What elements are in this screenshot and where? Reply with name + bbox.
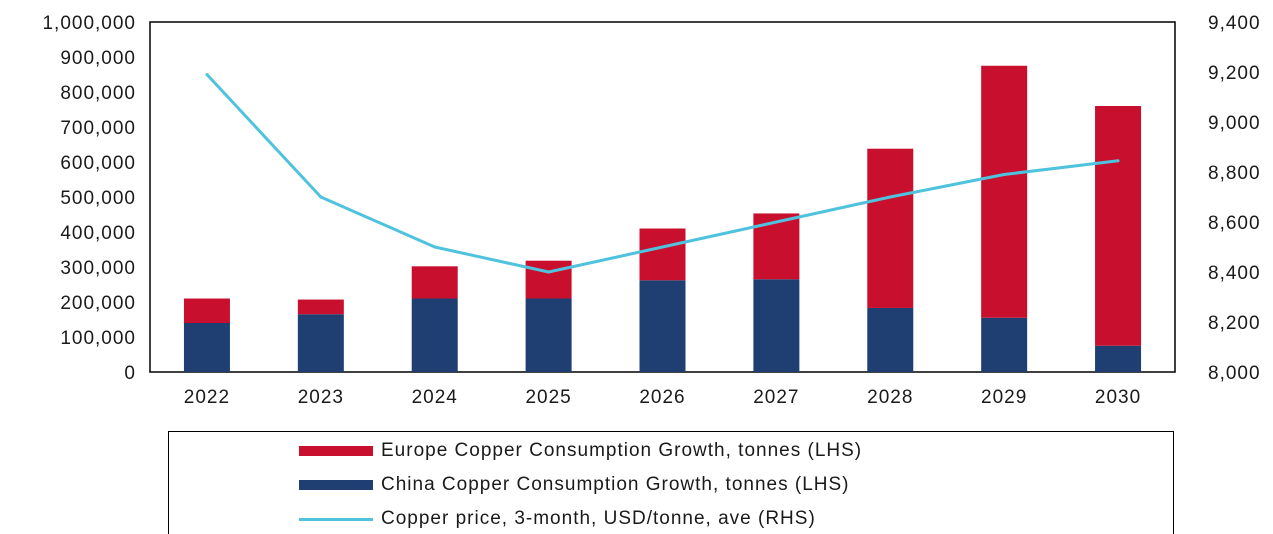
legend-swatch-china [299,480,373,490]
right-tick-label: 9,400 [1208,13,1261,34]
right-tick-label: 9,000 [1208,113,1261,134]
x-tick-label: 2028 [867,387,913,408]
point-copper-price-2028 [888,195,892,199]
point-copper-price-2025 [547,270,551,274]
right-axis: 8,000 8,200 8,400 8,600 8,800 9,000 9,200 9,400 [1208,13,1261,384]
legend-item-copper-price: Copper price, 3-month, USD/tonne, ave (R… [299,504,816,534]
point-copper-price-2027 [774,220,778,224]
left-tick-label: 200,000 [60,293,136,314]
left-tick-label: 300,000 [60,258,136,279]
bar-europe-2025 [525,260,572,299]
left-axis: 0 100,000 200,000 300,000 400,000 500,000 600,… [42,13,136,384]
legend-swatch-europe [299,446,373,456]
x-tick-label: 2026 [639,387,685,408]
x-tick-label: 2024 [412,387,458,408]
bar-europe-2029 [981,65,1028,318]
x-tick-label: 2022 [184,387,230,408]
right-tick-label: 8,800 [1208,163,1261,184]
bar-europe-2023 [297,299,344,315]
bar-china-2026 [639,280,686,372]
bar-europe-2026 [639,228,686,281]
x-axis: 2022 2023 2024 2025 2026 2027 2028 2029 2030 [184,387,1141,408]
x-tick-label: 2030 [1095,387,1141,408]
x-tick-label: 2023 [298,387,344,408]
left-tick-label: 800,000 [60,83,136,104]
right-tick-label: 8,600 [1208,213,1261,234]
bar-china-2028 [867,307,914,372]
bar-europe-2022 [183,298,230,323]
x-tick-label: 2027 [753,387,799,408]
bar-group [183,65,1142,372]
bar-china-2027 [753,279,800,372]
bar-china-2022 [183,323,230,372]
left-tick-label: 1,000,000 [42,13,136,34]
point-copper-price-2022 [205,73,209,76]
right-tick-label: 8,400 [1208,263,1261,284]
point-copper-price-2030 [1116,159,1120,163]
combo-chart: 0 100,000 200,000 300,000 400,000 500,000 600,… [42,13,1261,408]
bar-china-2023 [297,314,344,372]
bar-china-2025 [525,298,572,372]
bar-europe-2028 [867,148,914,308]
right-tick-label: 8,200 [1208,313,1261,334]
bar-europe-2024 [411,266,458,299]
x-tick-label: 2025 [525,387,571,408]
legend-swatch-copper-price [299,517,373,521]
bar-china-2030 [1095,345,1142,372]
legend-item-europe: Europe Copper Consumption Growth, tonnes… [299,436,862,466]
right-tick-label: 8,000 [1208,363,1261,384]
left-tick-label: 900,000 [60,48,136,69]
line-group [205,73,1120,274]
legend-label-china: China Copper Consumption Growth, tonnes … [381,474,850,495]
left-tick-label: 0 [124,363,136,384]
legend-label-copper-price: Copper price, 3-month, USD/tonne, ave (R… [381,508,816,529]
x-tick-label: 2029 [981,387,1027,408]
point-copper-price-2029 [1002,173,1006,176]
left-tick-label: 700,000 [60,118,136,139]
left-tick-label: 600,000 [60,153,136,174]
legend-item-china: China Copper Consumption Growth, tonnes … [299,470,849,500]
right-tick-label: 9,200 [1208,63,1261,84]
point-copper-price-2023 [319,195,323,199]
point-copper-price-2024 [433,245,437,249]
point-copper-price-2026 [661,245,664,249]
legend-label-europe: Europe Copper Consumption Growth, tonnes… [381,440,863,461]
bar-china-2024 [411,298,458,372]
legend: Europe Copper Consumption Growth, tonnes… [168,431,1174,534]
bar-china-2029 [981,317,1028,372]
left-tick-label: 500,000 [60,188,136,209]
left-tick-label: 400,000 [60,223,136,244]
bar-europe-2030 [1095,106,1142,346]
left-tick-label: 100,000 [60,328,136,349]
